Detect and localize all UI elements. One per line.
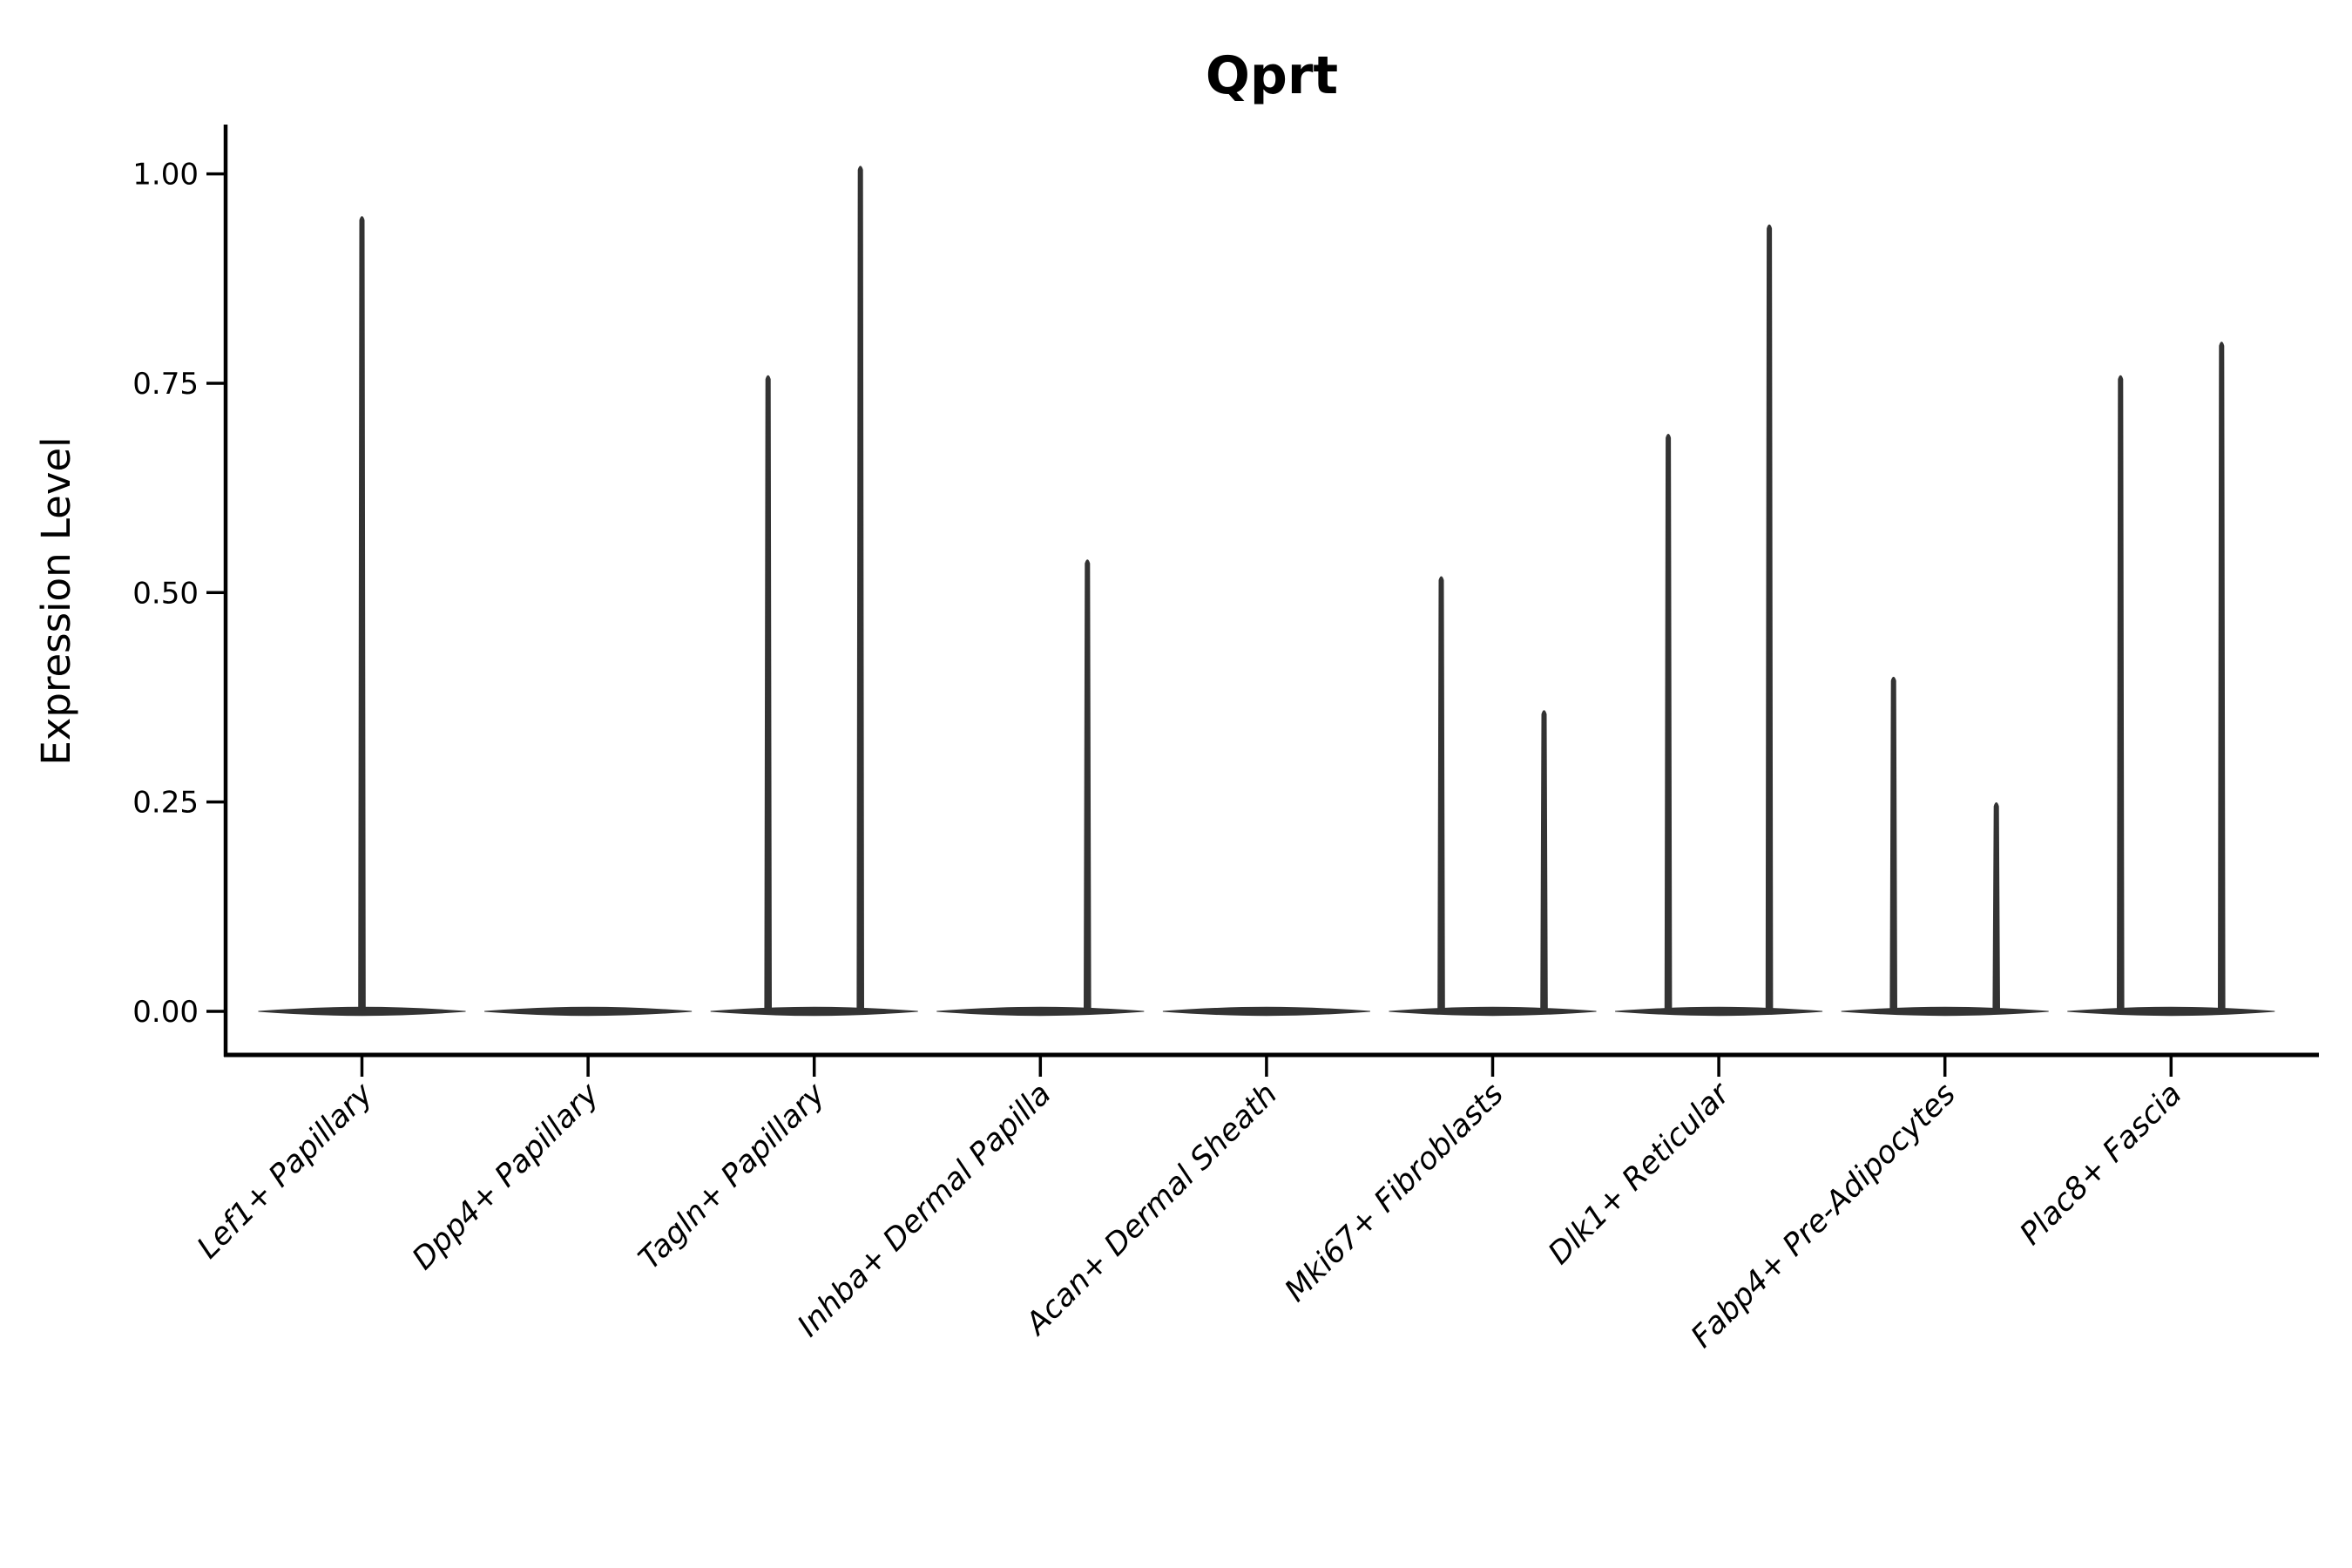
- violin-tail-spike: [764, 375, 772, 1011]
- violin-tail-spike: [1664, 434, 1673, 1011]
- x-tick-label: Fabp4+ Pre-Adipocytes: [1685, 1077, 1963, 1355]
- violin-body: [258, 1006, 466, 1017]
- axes-layer: [206, 125, 2319, 1077]
- violin-tail-spike: [856, 166, 864, 1011]
- violin-body: [936, 1006, 1145, 1017]
- x-tick-label: Dpp4+ Papillary: [406, 1076, 606, 1276]
- violin-tail-spike: [1437, 576, 1445, 1011]
- chart-title: Qprt: [1206, 45, 1338, 106]
- y-tick-label: 0.25: [132, 786, 199, 821]
- violin-tail-spike: [1540, 710, 1548, 1011]
- y-tick-label: 1.00: [132, 158, 199, 193]
- x-tick-label: Dlk1+ Reticular: [1542, 1075, 1738, 1271]
- violin-tail-spike: [1889, 676, 1897, 1011]
- violin-tail-spike: [1765, 224, 1774, 1011]
- y-tick-label: 0.75: [132, 367, 199, 402]
- violin-tail-spike: [1084, 559, 1092, 1011]
- x-tick-label: Plac8+ Fascia: [2014, 1077, 2189, 1252]
- tick-labels-layer: 0.00 0.25 0.50 0.75 1.00 Lef1+ Papillary Dpp4+…: [132, 158, 2188, 1355]
- violin-tail-spike: [358, 216, 366, 1011]
- violin-body: [1615, 1006, 1823, 1017]
- violin-tail-spike: [2117, 375, 2125, 1011]
- x-tick-label: Acan+ Dermal Sheath: [1018, 1077, 1284, 1342]
- violin-body: [484, 1006, 693, 1017]
- violins-layer: [258, 166, 2275, 1017]
- violin-body: [1841, 1006, 2049, 1017]
- x-tick-label: Tagln+ Papillary: [632, 1076, 833, 1276]
- x-tick-label: Mki67+ Fibroblasts: [1279, 1077, 1511, 1308]
- violin-tail-spike: [1992, 802, 2000, 1011]
- x-tick-label: Lef1+ Papillary: [191, 1076, 381, 1266]
- y-axis-label: Expression Level: [33, 436, 79, 765]
- violin-body: [1389, 1006, 1597, 1017]
- violin-body: [2067, 1006, 2275, 1017]
- x-tick-label: Inhba+ Dermal Papilla: [791, 1077, 1058, 1344]
- violin-body: [1162, 1006, 1370, 1017]
- violin-tail-spike: [2218, 341, 2226, 1011]
- violin-body: [710, 1006, 918, 1017]
- y-tick-label: 0.50: [132, 576, 199, 611]
- y-tick-label: 0.00: [132, 995, 199, 1030]
